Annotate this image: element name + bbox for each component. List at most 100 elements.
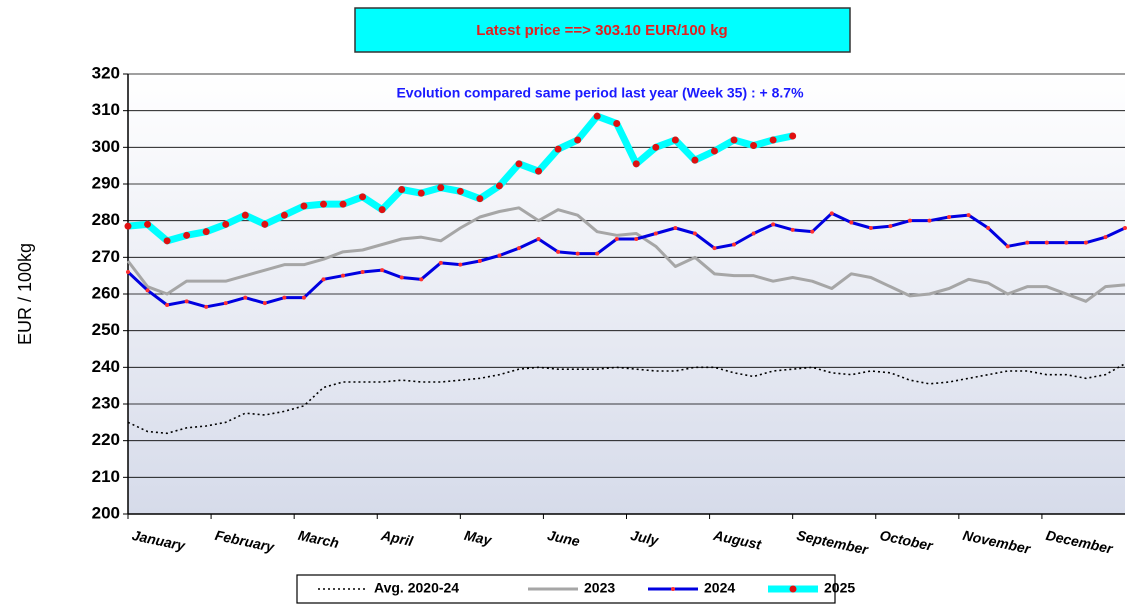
point	[730, 136, 738, 144]
legend-marker	[671, 587, 675, 591]
header: Latest price ==> 303.10 EUR/100 kg	[476, 22, 727, 39]
point	[751, 231, 756, 236]
point	[673, 226, 678, 230]
point	[829, 211, 834, 216]
point	[691, 156, 699, 164]
x-tick-label: July	[629, 527, 661, 549]
point	[341, 273, 346, 278]
point	[1025, 240, 1030, 245]
point	[1044, 240, 1049, 245]
point	[595, 251, 600, 256]
point	[456, 187, 464, 195]
point	[222, 220, 230, 228]
point	[124, 222, 132, 230]
point	[515, 160, 523, 168]
point	[732, 242, 737, 247]
y-tick-label: 210	[92, 467, 120, 486]
point	[262, 301, 267, 306]
point	[634, 237, 639, 241]
x-tick-label: May	[463, 527, 494, 549]
point	[319, 200, 327, 208]
point	[438, 260, 443, 265]
point	[184, 299, 189, 304]
point	[144, 220, 152, 228]
point	[593, 112, 601, 120]
point	[750, 142, 758, 149]
point	[516, 246, 521, 251]
point	[458, 262, 463, 267]
point	[769, 136, 777, 144]
point	[535, 167, 543, 175]
x-tick-label: September	[795, 527, 871, 558]
point	[810, 229, 815, 234]
point	[145, 288, 150, 293]
annotation: Evolution compared same period last year…	[396, 85, 804, 101]
point	[907, 218, 912, 223]
point	[927, 218, 932, 223]
point	[183, 231, 191, 239]
x-tick-label: January	[131, 527, 188, 554]
y-tick-label: 260	[92, 283, 120, 302]
point	[556, 249, 561, 254]
point	[243, 295, 248, 300]
point	[417, 189, 425, 197]
point	[771, 222, 776, 227]
point	[653, 231, 658, 236]
point	[399, 275, 404, 280]
point	[378, 206, 386, 214]
y-tick-label: 200	[92, 503, 120, 522]
point	[204, 304, 209, 309]
y-axis-label: EUR / 100kg	[15, 243, 35, 345]
x-tick-label: April	[379, 527, 416, 550]
point	[359, 193, 367, 201]
y-tick-label: 320	[92, 63, 120, 82]
x-tick-label: October	[878, 527, 935, 554]
point	[1005, 244, 1010, 249]
legend-label: 2023	[584, 580, 615, 596]
legend-label: 2025	[824, 580, 855, 596]
y-tick-label: 250	[92, 320, 120, 339]
point	[536, 237, 541, 241]
point	[241, 211, 249, 219]
point	[223, 301, 228, 306]
x-tick-label: June	[546, 527, 581, 549]
y-tick-label: 240	[92, 357, 120, 376]
point	[947, 215, 952, 219]
point	[126, 270, 130, 274]
point	[495, 182, 503, 190]
point	[790, 227, 795, 232]
point	[710, 147, 718, 155]
y-tick-label: 220	[92, 430, 120, 449]
legend-label: Avg. 2020-24	[374, 580, 459, 596]
point	[575, 251, 580, 256]
point	[419, 277, 424, 282]
x-tick-label: November	[961, 527, 1033, 557]
header-box	[354, 7, 851, 53]
point	[574, 136, 582, 144]
point	[202, 228, 210, 236]
point	[437, 184, 445, 192]
point	[692, 231, 697, 236]
x-tick-label: March	[297, 527, 341, 551]
point	[613, 120, 621, 127]
point	[300, 202, 308, 210]
legend-marker	[789, 585, 797, 593]
series-line	[126, 211, 1126, 309]
point	[1064, 240, 1069, 245]
point	[1083, 240, 1088, 245]
x-tick-label: February	[214, 527, 277, 555]
point	[380, 268, 385, 273]
legend: Avg. 2020-24 2023 2024 2025	[318, 580, 855, 596]
legend-label: 2024	[704, 580, 735, 596]
point	[614, 237, 619, 241]
point	[1123, 226, 1127, 230]
point	[165, 303, 170, 307]
point	[497, 253, 502, 258]
point	[868, 226, 873, 230]
x-tick-label: December	[1045, 527, 1116, 557]
point	[966, 213, 971, 218]
point	[477, 259, 482, 263]
y-tick-label: 290	[92, 173, 120, 192]
